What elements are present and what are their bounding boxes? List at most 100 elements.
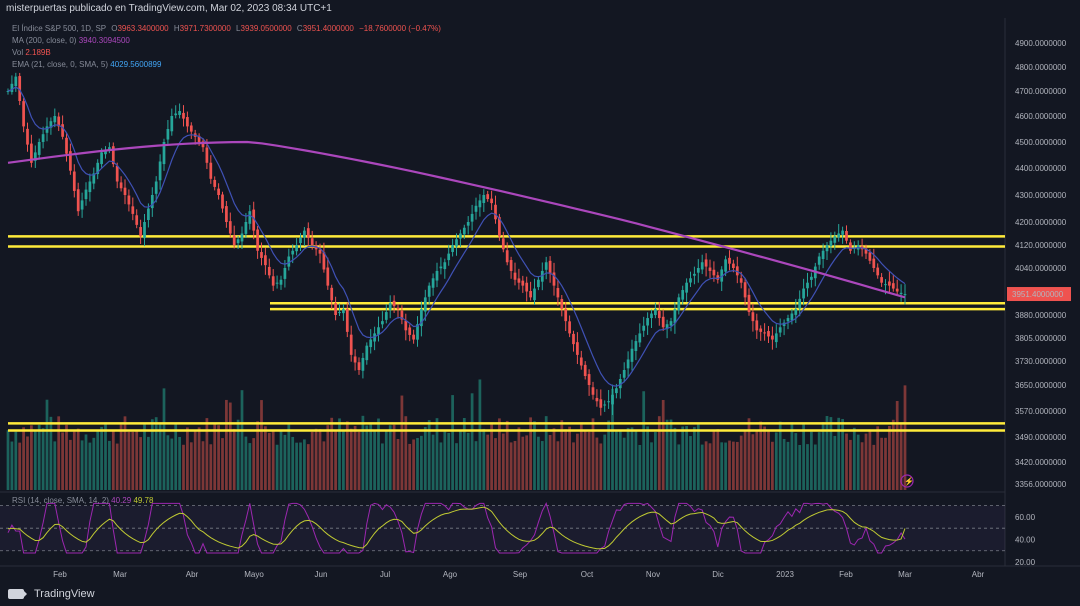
candle-body — [868, 252, 872, 261]
volume-bar — [41, 428, 45, 490]
volume-bar — [888, 425, 891, 490]
candle-body — [447, 253, 451, 261]
volume-bar — [607, 420, 610, 490]
candle-body — [256, 229, 259, 251]
volume-bar — [80, 440, 84, 490]
volume-bar — [903, 385, 907, 490]
volume-bar — [560, 420, 564, 490]
volume-bar — [813, 444, 817, 490]
volume-bar — [248, 443, 252, 490]
candle-body — [139, 227, 142, 237]
volume-bar — [252, 438, 256, 490]
candle-body — [404, 320, 408, 331]
volume-bar — [182, 444, 185, 490]
volume-bar — [646, 426, 649, 490]
candle-body — [654, 309, 657, 316]
volume-bar — [404, 416, 408, 490]
candle-body — [693, 273, 696, 276]
candle-body — [720, 269, 724, 282]
rsi-label: RSI (14, close, SMA, 14, 2) — [12, 496, 109, 505]
candle-body — [338, 312, 341, 314]
volume-bar — [225, 399, 228, 490]
candle-body — [162, 142, 166, 165]
candle-body — [572, 333, 575, 345]
volume-bar — [22, 427, 25, 490]
volume-bar — [33, 430, 37, 490]
candle-body — [638, 333, 642, 343]
candle-body — [864, 248, 868, 254]
candle-body — [778, 327, 782, 333]
volume-bar — [474, 441, 478, 490]
volume-bar — [618, 430, 622, 490]
volume-bar — [501, 433, 505, 490]
volume-bar — [899, 422, 903, 490]
volume-bar — [459, 431, 462, 490]
candle-body — [728, 257, 731, 264]
rsi-tick-label: 40.00 — [1015, 535, 1036, 544]
volume-bar — [529, 417, 532, 490]
candle-body — [201, 141, 205, 148]
volume-bar — [342, 430, 345, 490]
brand-text: TradingView — [34, 588, 95, 600]
volume-bar — [322, 441, 326, 490]
volume-bar — [845, 433, 848, 490]
candle-body — [291, 250, 295, 255]
candle-body — [80, 200, 84, 210]
time-axis-label: Feb — [839, 570, 853, 579]
volume-bar — [6, 430, 10, 490]
candle-body — [275, 282, 279, 284]
volume-bar — [872, 444, 876, 490]
volume-bar — [228, 402, 232, 490]
volume-bar — [244, 436, 248, 490]
volume-bar — [774, 432, 778, 490]
volume-bar — [478, 379, 482, 490]
legend-ema-value: 4029.5600899 — [110, 60, 162, 69]
volume-bar — [96, 430, 100, 490]
volume-bar — [891, 419, 895, 490]
candle-body — [583, 364, 587, 376]
volume-bar — [615, 431, 618, 490]
volume-bar — [603, 434, 607, 490]
volume-bar — [583, 431, 587, 490]
volume-bar — [579, 422, 583, 490]
candle-body — [552, 272, 556, 286]
volume-bar — [213, 423, 217, 490]
rsi-line — [7, 502, 906, 554]
candle-body — [349, 334, 353, 355]
candle-body — [303, 230, 306, 238]
volume-bar — [576, 433, 579, 490]
chart-canvas[interactable]: 4900.0000000 4800.0000000 4700.0000000 4600… — [0, 0, 1080, 584]
candle-body — [154, 181, 158, 194]
candle-body — [591, 387, 595, 395]
volume-bar — [217, 425, 220, 490]
candle-body — [880, 277, 883, 283]
rsi-ma-value: 49.78 — [133, 496, 154, 505]
candle-body — [451, 245, 454, 252]
volume-bar — [685, 426, 688, 490]
candle-body — [283, 268, 287, 279]
candle-body — [755, 320, 759, 331]
volume-bar — [361, 415, 365, 490]
volume-bar — [673, 427, 677, 490]
volume-bar — [291, 436, 295, 490]
volume-bar — [759, 421, 763, 490]
volume-bar — [267, 432, 271, 490]
volume-bar — [150, 419, 154, 490]
candle-body — [478, 200, 482, 208]
time-axis-label: Nov — [646, 570, 660, 579]
candle-body — [681, 290, 685, 300]
candle-body — [798, 298, 802, 309]
candle-body — [712, 269, 716, 276]
candle-body — [529, 291, 532, 298]
candle-body — [22, 101, 25, 127]
tradingview-logo[interactable]: TradingView — [8, 588, 95, 600]
volume-bar — [115, 443, 119, 490]
candle-body — [260, 252, 263, 258]
candle-body — [131, 206, 135, 214]
candle-body — [299, 237, 302, 244]
candle-body — [92, 173, 96, 184]
candle-body — [236, 239, 240, 244]
candle-body — [396, 307, 400, 310]
candle-body — [525, 282, 529, 292]
lightning-glyph: ⚡ — [904, 476, 914, 486]
